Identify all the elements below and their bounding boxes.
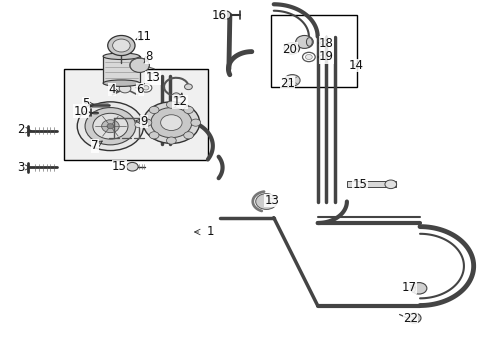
Text: 19: 19 [318,50,333,63]
Circle shape [130,58,149,72]
Circle shape [142,119,152,126]
Circle shape [255,194,277,210]
Circle shape [384,180,396,189]
Circle shape [126,162,138,171]
Text: 2: 2 [18,123,25,136]
Ellipse shape [410,284,415,292]
Circle shape [407,313,420,323]
Circle shape [284,42,299,54]
Text: 22: 22 [402,312,417,325]
Text: 15: 15 [352,178,367,191]
Text: 1: 1 [206,225,214,238]
Circle shape [143,102,199,143]
Circle shape [284,75,300,86]
Text: 10: 10 [74,105,88,118]
Circle shape [305,54,312,59]
Text: 17: 17 [401,281,416,294]
Circle shape [149,106,159,113]
Circle shape [219,11,230,19]
Circle shape [172,93,180,99]
Text: 11: 11 [137,30,152,43]
Text: 14: 14 [347,59,363,72]
Circle shape [166,137,176,144]
Circle shape [151,108,191,138]
Text: 5: 5 [82,98,89,111]
Circle shape [93,113,128,139]
Circle shape [119,84,131,93]
Circle shape [77,102,143,150]
Circle shape [190,119,200,126]
Circle shape [140,84,152,92]
Circle shape [295,36,313,48]
Text: 15: 15 [112,160,126,173]
Text: 3: 3 [18,161,25,174]
Text: 18: 18 [318,36,333,50]
Text: 16: 16 [211,9,226,22]
Circle shape [135,122,142,128]
Text: 21: 21 [279,77,294,90]
Text: 13: 13 [145,71,160,84]
Text: 7: 7 [91,139,99,152]
Circle shape [143,86,149,90]
Text: 4: 4 [108,83,115,96]
Bar [103,56,140,83]
Bar [271,15,356,87]
Circle shape [183,106,193,113]
Ellipse shape [286,43,296,53]
Text: 12: 12 [172,95,187,108]
Text: 8: 8 [144,50,152,63]
Circle shape [166,101,176,108]
Circle shape [149,132,159,139]
Text: 9: 9 [140,115,147,128]
Text: 13: 13 [264,194,279,207]
Circle shape [85,108,136,145]
Bar [64,69,207,160]
Circle shape [160,115,182,131]
Circle shape [107,124,114,129]
Circle shape [184,84,192,90]
Circle shape [302,52,315,62]
Text: 20: 20 [282,42,297,55]
Ellipse shape [306,38,312,46]
Circle shape [107,36,135,55]
Circle shape [183,132,193,139]
Text: 6: 6 [136,83,143,96]
Bar [346,181,395,187]
Circle shape [102,120,119,133]
Ellipse shape [103,80,140,86]
Circle shape [410,283,426,294]
Ellipse shape [103,53,140,59]
Circle shape [112,39,130,52]
